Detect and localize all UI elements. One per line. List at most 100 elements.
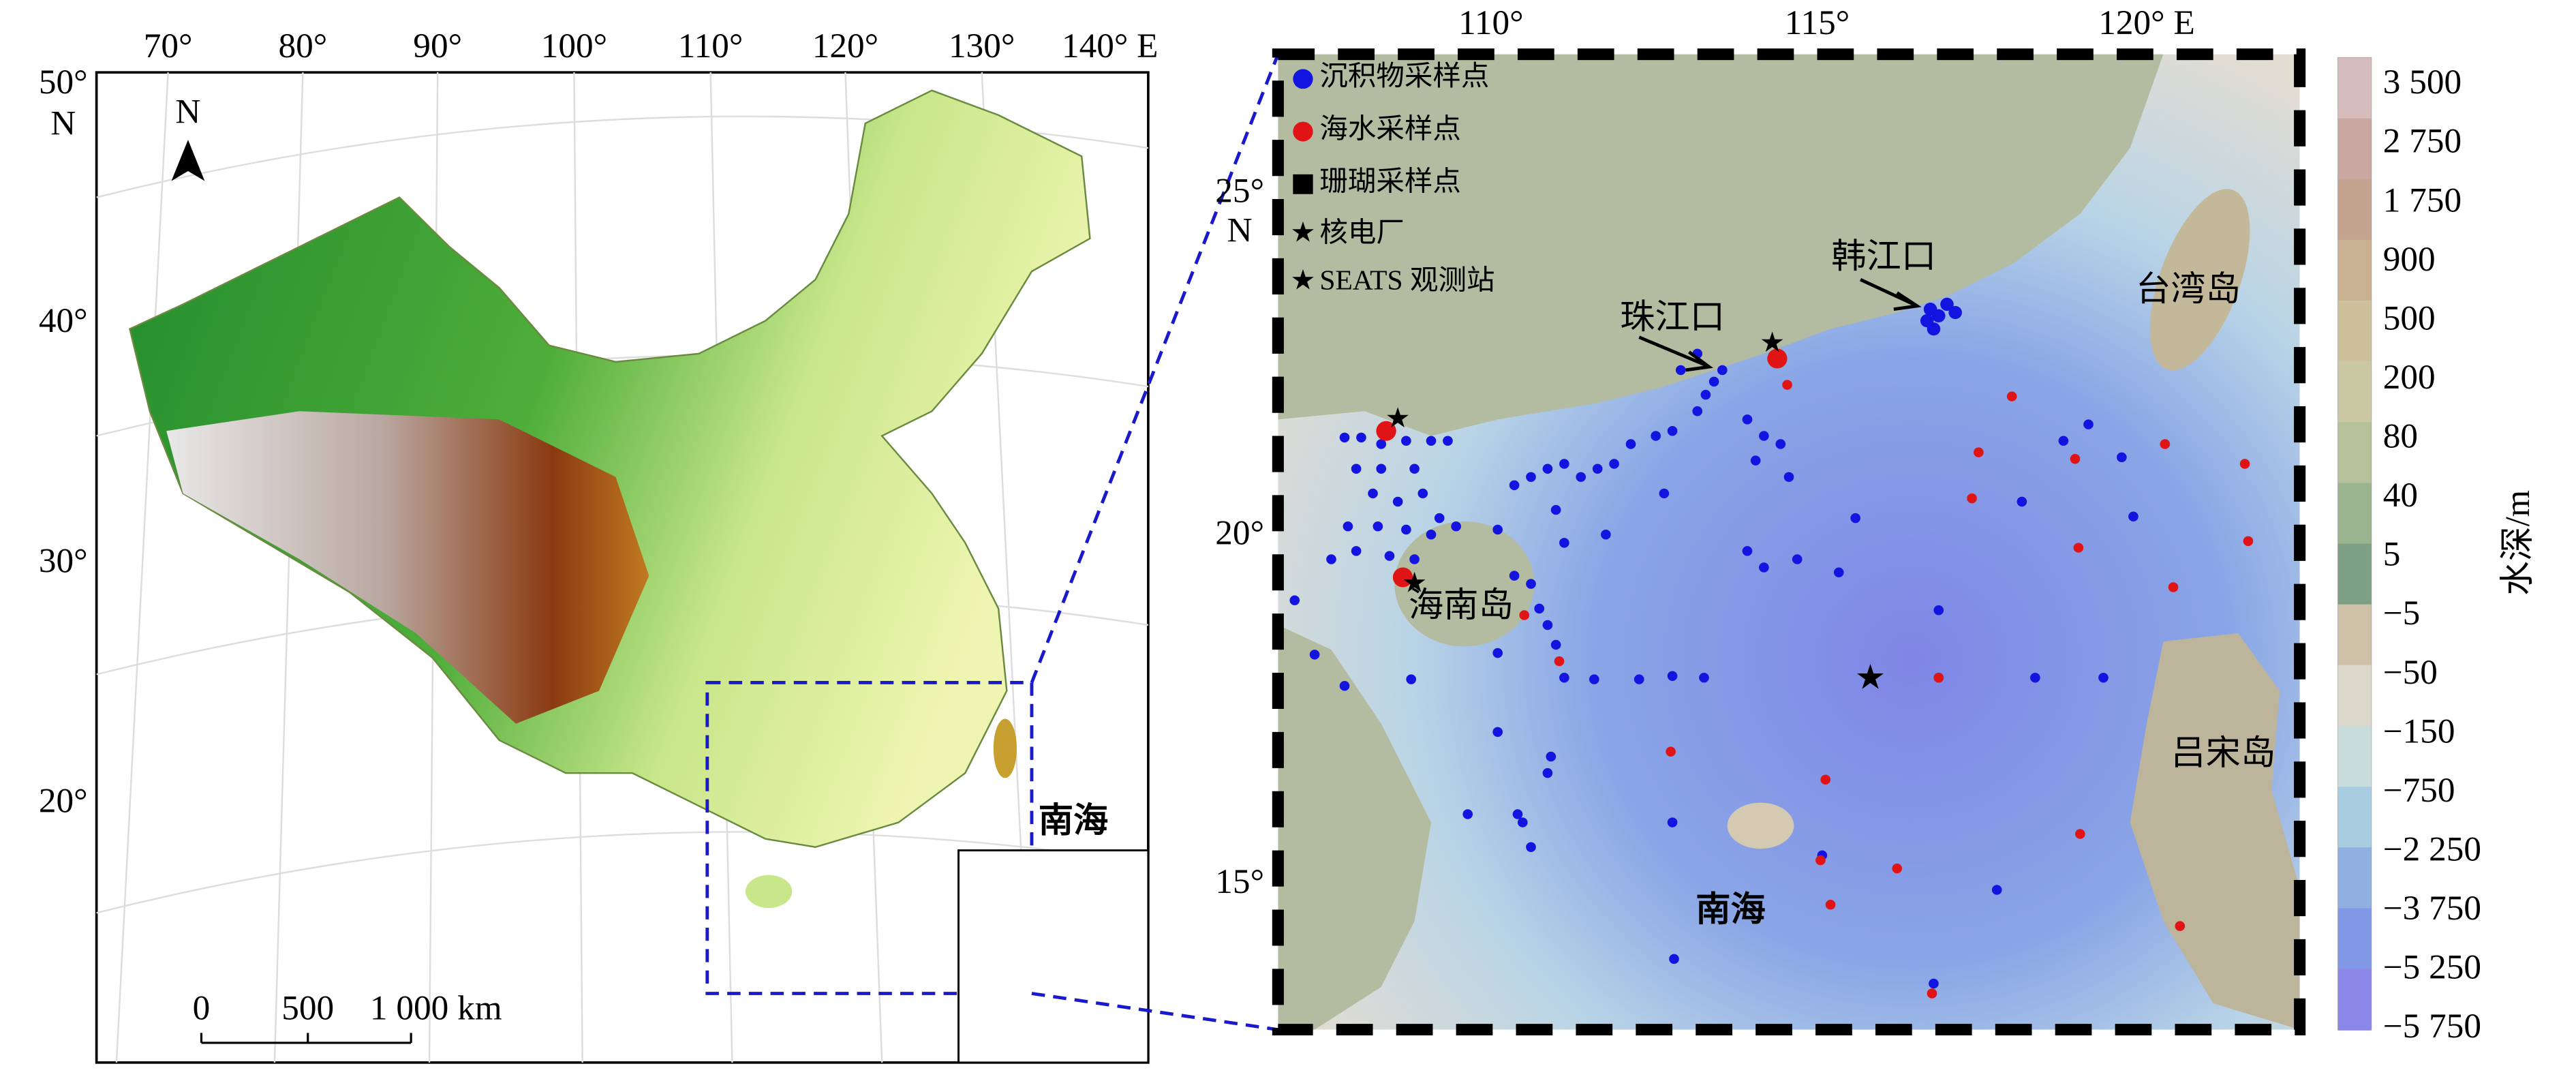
north-label: N [175, 93, 200, 132]
sediment-sample [1542, 768, 1553, 778]
sediment-sample [1392, 496, 1403, 507]
seawater-sample [1767, 348, 1788, 369]
sediment-sample [1940, 297, 1954, 311]
sediment-sample [1775, 439, 1786, 449]
legend-symbol [1293, 121, 1313, 142]
sediment-sample [1783, 472, 1794, 483]
reef [1727, 802, 1794, 849]
lat-hemisphere: N [1227, 212, 1253, 250]
place-label: 韩江口 [1831, 238, 1936, 276]
lon-label: 115° [1785, 5, 1850, 43]
colorbar-segment [2337, 543, 2372, 605]
sediment-sample [1462, 809, 1473, 819]
lon-label: 120° E [2098, 5, 2195, 43]
place-label: 海南岛 [1409, 587, 1514, 625]
colorbar-label: −5 750 [2383, 1008, 2481, 1046]
colorbar-segment [2337, 239, 2372, 302]
seawater-sample [2168, 582, 2179, 592]
sediment-sample [1742, 546, 1753, 556]
seawater-sample [1974, 447, 1984, 457]
colorbar-segment [2337, 908, 2372, 970]
colorbar-segment [2337, 361, 2372, 423]
indochina [1278, 624, 1431, 1030]
seawater-sample [1927, 988, 1937, 999]
seawater-sample [1825, 899, 1836, 910]
lon-label: 110° [678, 27, 743, 65]
colorbar-segment [2337, 969, 2372, 1031]
sediment-sample [1991, 885, 2002, 895]
sediment-sample [1592, 463, 1603, 474]
seawater-sample [2075, 829, 2085, 839]
sediment-sample [1451, 521, 1461, 532]
sediment-sample [1833, 567, 1844, 578]
colorbar-segment [2337, 118, 2372, 180]
arrow [1638, 335, 1713, 372]
colorbar-label: 200 [2383, 359, 2436, 397]
sediment-sample [1417, 488, 1428, 499]
sediment-sample [1343, 521, 1353, 532]
right-map [1278, 54, 2300, 1030]
sediment-sample [1708, 376, 1719, 387]
sediment-sample [1434, 513, 1445, 523]
seawater-sample [2006, 391, 2017, 401]
sediment-sample [1492, 524, 1503, 535]
lon-label: 130° [949, 27, 1015, 65]
seawater-sample [2239, 459, 2250, 469]
colorbar-title: 水深/m [2499, 490, 2537, 596]
lat-label: 20° [1215, 515, 1264, 553]
sediment-sample [1368, 488, 1378, 499]
inset-frame [957, 849, 1150, 1064]
sediment-sample [1759, 431, 1769, 441]
colorbar-label: 1 750 [2383, 182, 2462, 220]
sediment-sample [1512, 809, 1523, 819]
lon-label: 140° E [1062, 27, 1159, 65]
china-land [129, 89, 1091, 848]
north-arrow [171, 140, 205, 181]
sediment-sample [1339, 432, 1350, 443]
sediment-sample [1409, 554, 1420, 564]
legend-label: 核电厂 [1319, 217, 1404, 248]
lat-hemisphere: N [50, 105, 76, 143]
colorbar-segment [2337, 725, 2372, 788]
power-plant: ★ [1760, 326, 1785, 358]
scale-label: 1 000 km [370, 990, 502, 1028]
lat-label: 50° [39, 63, 88, 102]
mainland [1278, 54, 2164, 436]
sediment-sample [1542, 620, 1553, 630]
sediment-sample [1559, 538, 1569, 548]
sediment-sample [1717, 365, 1728, 376]
lat-label: 30° [39, 543, 88, 581]
sediment-sample [1559, 459, 1569, 469]
sediment-sample [2128, 511, 2138, 521]
sediment-sample [1948, 305, 1962, 320]
colorbar-label: −3 750 [2383, 890, 2481, 928]
zoom-box [705, 681, 1034, 995]
sediment-sample [1929, 978, 1939, 989]
right-map-frame [1272, 48, 2306, 1036]
sediment-sample [1326, 554, 1336, 564]
colorbar-label: −5 [2383, 595, 2421, 633]
taiwan [993, 718, 1017, 778]
place-label: 台湾岛 [2136, 271, 2241, 309]
sediment-sample [1289, 595, 1300, 606]
sediment-sample [1699, 672, 1709, 683]
seawater-sample [2160, 439, 2171, 449]
seawater-sample [1892, 863, 1903, 874]
sediment-sample [1692, 406, 1703, 416]
sediment-sample [1625, 439, 1636, 449]
sediment-sample [1509, 571, 1520, 581]
sediment-sample [1409, 463, 1420, 474]
seawater-sample [2073, 543, 2084, 553]
sediment-sample [1517, 817, 1528, 827]
lon-label: 120° [812, 27, 878, 65]
power-plant: ★ [1385, 402, 1411, 434]
sediment-sample [1932, 309, 1946, 322]
seawater-sample [1815, 855, 1826, 866]
sediment-sample [1509, 480, 1520, 491]
seawater-sample [1666, 746, 1676, 757]
lat-label: 25° [1215, 172, 1264, 211]
scale-label: 0 [193, 990, 211, 1028]
sediment-sample [1675, 365, 1686, 376]
legend-symbol [1293, 69, 1313, 89]
luzon-island [2130, 633, 2300, 1030]
